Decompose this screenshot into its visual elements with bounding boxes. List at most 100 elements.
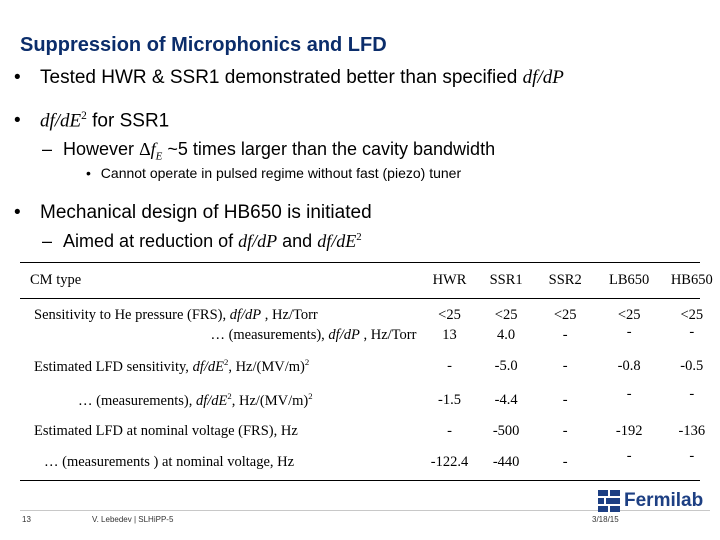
sub-dash: –	[42, 139, 53, 159]
row-label-math: df/dE	[195, 392, 228, 409]
cell: -192	[615, 422, 643, 439]
bullet-3-sub-math2: df/dE	[317, 231, 357, 251]
cell: -	[447, 357, 452, 374]
cell: 13	[442, 326, 457, 343]
table-bottom-rule	[20, 480, 700, 481]
bullet-2-sub: – However ΔfE ~5 times larger than the c…	[42, 139, 495, 163]
header-hwr: HWR	[432, 271, 467, 288]
slide-title: Suppression of Microphonics and LFD	[20, 34, 387, 56]
row-label-math: df/dP	[229, 306, 262, 323]
table-row: Estimated LFD at nominal voltage (FRS), …	[20, 414, 720, 448]
row-label-part: … (measurements),	[210, 326, 329, 343]
row-label-part: , Hz/(MV/m)	[228, 358, 305, 375]
footer-divider	[20, 510, 710, 511]
cell: <25	[553, 306, 577, 323]
row-label: Estimated LFD at nominal voltage (FRS), …	[34, 422, 298, 439]
footer-date: 3/18/15	[592, 515, 619, 524]
cell: -	[626, 386, 632, 402]
header-lb650: LB650	[609, 271, 650, 288]
bullet-3-sub-text: Aimed at reduction of	[63, 231, 239, 251]
header-ssr1: SSR1	[489, 271, 523, 288]
bullet-2-sup: 2	[81, 110, 87, 122]
row-label-part: Sensitivity to He pressure (FRS),	[34, 306, 230, 323]
cell: -0.8	[617, 357, 641, 374]
cell: -	[562, 357, 568, 374]
row-label: Estimated LFD sensitivity, df/dE2, Hz/(M…	[20, 346, 422, 386]
cell: <25	[438, 306, 461, 323]
row-label: Sensitivity to He pressure (FRS), df/dP …	[20, 298, 422, 324]
cell: -440	[492, 453, 520, 470]
table-header-rule	[20, 298, 700, 299]
bullet-2-sub-text1: However	[63, 139, 140, 159]
bullet-2: • df/dE2 for SSR1	[14, 110, 169, 132]
fermilab-logo-text: Fermilab	[624, 490, 704, 511]
cell: <25	[494, 306, 518, 323]
cell: -0.5	[680, 357, 704, 374]
sub-dash: –	[42, 231, 53, 251]
row-label-part: Estimated LFD sensitivity,	[34, 358, 193, 375]
row-label-part: … (measurements),	[78, 392, 196, 409]
cm-table: CM type HWR SSR1 SSR2 LB650 HB650 Sensit…	[20, 262, 720, 476]
fermilab-logo: Fermilab	[598, 490, 703, 512]
row-label-part: , Hz/Torr	[261, 306, 318, 323]
bullet-3: • Mechanical design of HB650 is initiated	[14, 202, 372, 224]
cell: <25	[617, 306, 641, 323]
footer-author: V. Lebedev | SLHiPP-5	[92, 515, 174, 524]
header-cm-type: CM type	[30, 271, 82, 288]
bullet-3-sub: – Aimed at reduction of df/dP and df/dE2	[42, 231, 362, 252]
bullet-3-text: Mechanical design of HB650 is initiated	[40, 202, 372, 223]
cell: -	[689, 448, 695, 464]
bullet-2-sub-sub: E	[155, 150, 163, 163]
cell: <25	[680, 306, 704, 323]
cell: -	[562, 391, 568, 408]
cell: -	[562, 326, 568, 343]
bullet-3-sub-sup: 2	[356, 231, 362, 243]
bullet-2-sub-f: f	[150, 139, 156, 159]
cell: -500	[492, 422, 520, 439]
cell: -	[626, 324, 632, 340]
table-row: Sensitivity to He pressure (FRS), df/dP …	[20, 298, 720, 324]
bullet-1: • Tested HWR & SSR1 demonstrated better t…	[14, 67, 564, 89]
cell: -4.4	[494, 391, 518, 408]
row-label: … (measurements), df/dP , Hz/Torr	[20, 324, 422, 346]
row-label-math: df/dP	[328, 326, 360, 343]
header-ssr2: SSR2	[548, 271, 582, 288]
cell: -	[626, 448, 632, 464]
row-label-sup: 2	[308, 390, 313, 401]
cell: -	[562, 422, 568, 439]
bullet-1-text: Tested HWR & SSR1 demonstrated better th…	[40, 67, 523, 88]
table-row: … (measurements), df/dP , Hz/Torr 13 4.0…	[20, 324, 720, 346]
bullet-3-sub-math1: df/dP	[238, 231, 278, 251]
table-row: … (measurements), df/dE2, Hz/(MV/m)2 -1.…	[20, 386, 720, 414]
row-label: … (measurements ) at nominal voltage, Hz	[44, 453, 295, 470]
row-label: … (measurements), df/dE2, Hz/(MV/m)2	[20, 386, 422, 414]
cell: -	[562, 453, 568, 470]
cell: 4.0	[497, 326, 516, 343]
row-label-part: , Hz/Torr	[359, 326, 417, 343]
fermilab-logo-icon	[598, 490, 620, 512]
row-label-sup: 2	[227, 390, 232, 401]
cell: -136	[678, 422, 706, 439]
row-label-part: , Hz/(MV/m)	[231, 392, 309, 409]
table-row: Estimated LFD sensitivity, df/dE2, Hz/(M…	[20, 346, 720, 386]
table-row: … (measurements ) at nominal voltage, Hz…	[20, 448, 720, 476]
bullet-2-math: df/dE	[40, 110, 82, 132]
bullet-1-math: df/dP	[522, 67, 564, 88]
table-top-rule	[20, 262, 700, 263]
row-label-sup: 2	[223, 356, 229, 367]
row-label-math: df/dE	[192, 358, 224, 375]
bullet-dot: •	[14, 67, 21, 88]
delta-symbol: Δ	[139, 139, 151, 159]
bullet-2-subsub: • Cannot operate in pulsed regime withou…	[86, 165, 461, 181]
cell: -122.4	[430, 453, 469, 470]
cell: -	[689, 324, 695, 340]
bullet-2-sub-text2: ~5 times larger than the cavity bandwidt…	[162, 139, 496, 159]
page-number: 13	[22, 515, 31, 524]
bullet-dot: •	[14, 202, 21, 223]
bullet-3-sub-and: and	[277, 231, 318, 251]
header-hb650: HB650	[670, 271, 713, 288]
table-header-row: CM type HWR SSR1 SSR2 LB650 HB650	[20, 262, 720, 298]
cell: -	[689, 386, 695, 402]
cell: -1.5	[438, 391, 461, 408]
row-label-sup: 2	[304, 356, 310, 367]
